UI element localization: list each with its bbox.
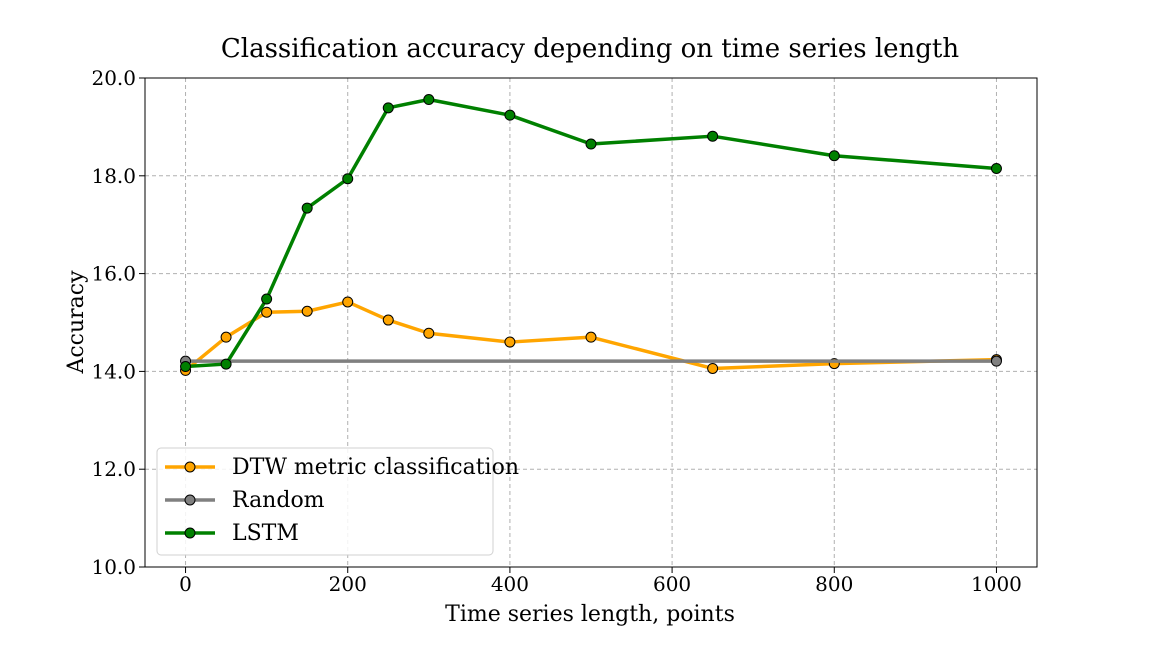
data-point [342, 173, 354, 185]
legend-item: LSTM [165, 521, 299, 546]
series-1 [180, 355, 1002, 367]
y-tick-label: 16.0 [91, 262, 136, 286]
x-tick-label: 400 [491, 572, 529, 596]
x-axis: 0 200 400 600 800 1000 [179, 567, 1022, 596]
data-point [423, 327, 435, 339]
data-point [828, 150, 840, 162]
data-point [504, 336, 516, 348]
data-point [220, 358, 232, 370]
data-point [342, 296, 354, 308]
y-axis-label: Accuracy [64, 270, 89, 375]
y-tick-label: 14.0 [91, 359, 136, 383]
legend: DTW metric classification Random LSTM [156, 447, 519, 556]
data-point [707, 130, 719, 142]
series-line [185, 97, 997, 369]
plot-frame [144, 77, 1038, 568]
y-tick-label: 20.0 [91, 66, 136, 90]
x-tick-label: 800 [815, 572, 853, 596]
data-point [301, 305, 313, 317]
data-point [382, 314, 394, 326]
legend-marker [184, 494, 196, 506]
legend-marker [184, 527, 196, 539]
data-point [220, 331, 232, 343]
legend-label: DTW metric classification [232, 455, 519, 480]
legend-label: LSTM [232, 521, 299, 546]
data-point [585, 138, 597, 150]
data-point [261, 293, 273, 305]
series-line [184, 300, 997, 372]
x-tick-label: 600 [653, 572, 691, 596]
legend-item: Random [165, 488, 325, 513]
data-point [180, 361, 192, 373]
chart-title: Classification accuracy depending on tim… [221, 34, 960, 64]
x-tick-label: 200 [329, 572, 367, 596]
legend-box [156, 447, 494, 556]
x-axis-label: Time series length, points [445, 602, 735, 627]
series-0 [180, 296, 1002, 376]
legend-item: DTW metric classification [165, 455, 519, 480]
legend-label: Random [232, 488, 325, 513]
data-point [301, 202, 313, 214]
y-tick-label: 18.0 [91, 164, 136, 188]
y-tick-label: 10.0 [91, 555, 136, 579]
x-tick-label: 0 [179, 572, 192, 596]
y-tick-label: 12.0 [91, 457, 136, 481]
y-axis: 10.0 12.0 14.0 16.0 18.0 20.0 [91, 66, 145, 579]
legend-marker [184, 461, 196, 473]
series-layer [180, 94, 1002, 376]
data-point [990, 355, 1002, 367]
data-point [990, 162, 1002, 174]
series-2 [180, 94, 1002, 373]
data-point [585, 331, 597, 343]
data-point [261, 306, 273, 318]
data-point [504, 109, 516, 121]
data-point [707, 362, 719, 374]
x-tick-label: 1000 [971, 572, 1022, 596]
data-point [423, 94, 435, 106]
data-point [382, 102, 394, 114]
